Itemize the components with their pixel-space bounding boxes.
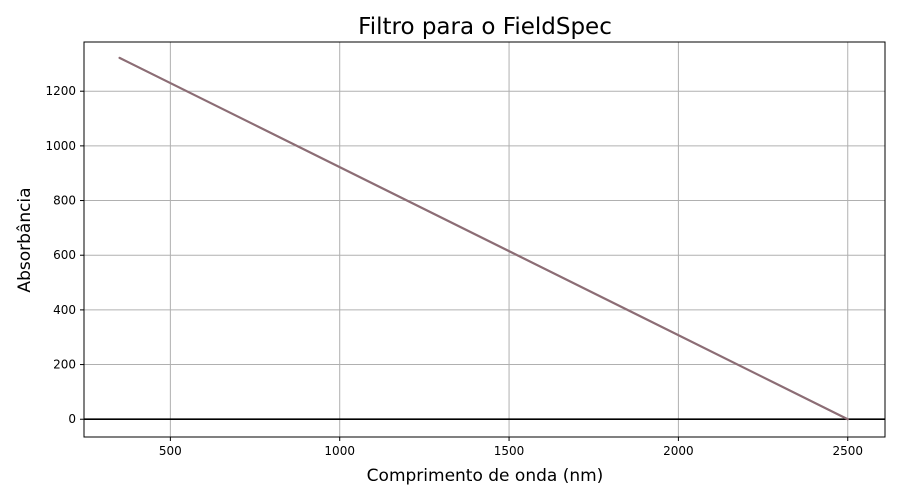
x-tick-label: 2500 [832, 444, 863, 458]
series-group [118, 56, 849, 421]
x-axis-label: Comprimento de onda (nm) [367, 466, 604, 486]
y-tick-label: 0 [68, 412, 76, 426]
y-axis-label: Absorbância [15, 187, 35, 292]
x-tick-label: 2000 [663, 444, 694, 458]
plot-frame [83, 41, 886, 438]
x-ticks: 500 1000 1500 2000 2500 [159, 437, 863, 458]
y-tick-label: 800 [53, 194, 76, 208]
x-tick-label: 1500 [494, 444, 525, 458]
y-tick-label: 1200 [45, 84, 76, 98]
y-tick-label: 400 [53, 303, 76, 317]
x-tick-label: 1000 [324, 444, 355, 458]
series-line [118, 56, 849, 421]
x-tick-label: 500 [159, 444, 182, 458]
y-ticks: 0 200 400 600 800 1000 1200 [45, 84, 84, 426]
y-tick-label: 1000 [45, 139, 76, 153]
y-tick-label: 600 [53, 248, 76, 262]
chart-title: Filtro para o FieldSpec [358, 14, 612, 40]
y-tick-label: 200 [53, 358, 76, 372]
